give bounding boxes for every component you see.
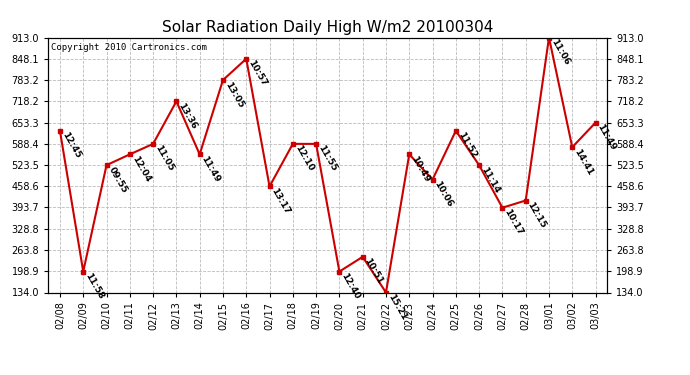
Text: 11:49: 11:49 xyxy=(199,154,222,184)
Text: 11:14: 11:14 xyxy=(479,165,502,195)
Text: 15:21: 15:21 xyxy=(386,292,408,322)
Text: 10:49: 10:49 xyxy=(409,154,431,184)
Text: 10:51: 10:51 xyxy=(363,257,385,286)
Text: 12:45: 12:45 xyxy=(60,131,82,160)
Text: 13:17: 13:17 xyxy=(270,186,292,216)
Text: 13:05: 13:05 xyxy=(223,80,245,109)
Text: 10:57: 10:57 xyxy=(246,59,268,88)
Text: 12:10: 12:10 xyxy=(293,144,315,173)
Text: Copyright 2010 Cartronics.com: Copyright 2010 Cartronics.com xyxy=(51,43,207,52)
Text: 10:06: 10:06 xyxy=(433,180,455,209)
Title: Solar Radiation Daily High W/m2 20100304: Solar Radiation Daily High W/m2 20100304 xyxy=(162,20,493,35)
Text: 11:58: 11:58 xyxy=(83,272,106,301)
Text: 11:05: 11:05 xyxy=(153,144,175,173)
Text: 11:49: 11:49 xyxy=(595,123,618,152)
Text: 12:04: 12:04 xyxy=(130,154,152,184)
Text: 11:55: 11:55 xyxy=(316,144,338,173)
Text: 13:36: 13:36 xyxy=(177,101,199,130)
Text: 12:40: 12:40 xyxy=(339,272,362,301)
Text: 10:17: 10:17 xyxy=(502,208,524,237)
Text: 12:15: 12:15 xyxy=(526,201,548,230)
Text: 09:55: 09:55 xyxy=(106,165,128,195)
Text: 11:06: 11:06 xyxy=(549,38,571,67)
Text: 14:41: 14:41 xyxy=(572,147,595,177)
Text: 11:52: 11:52 xyxy=(456,131,478,160)
